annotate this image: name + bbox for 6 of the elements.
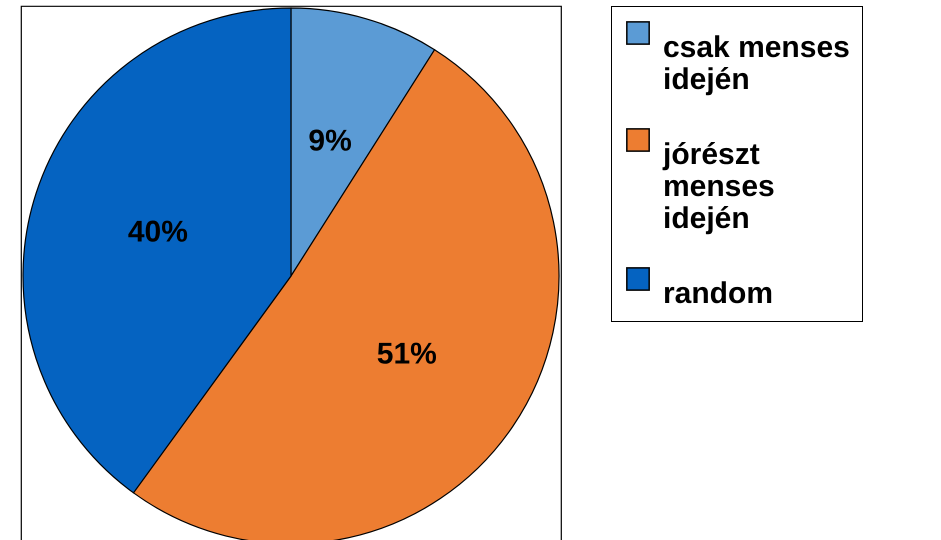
legend-label: random (663, 277, 774, 310)
data-label: 40% (128, 216, 188, 249)
data-label: 51% (376, 338, 437, 371)
data-label: 9% (308, 124, 352, 158)
legend-label: jórészt menses idején (662, 138, 775, 235)
legend-label: csak menses idején (663, 31, 850, 96)
